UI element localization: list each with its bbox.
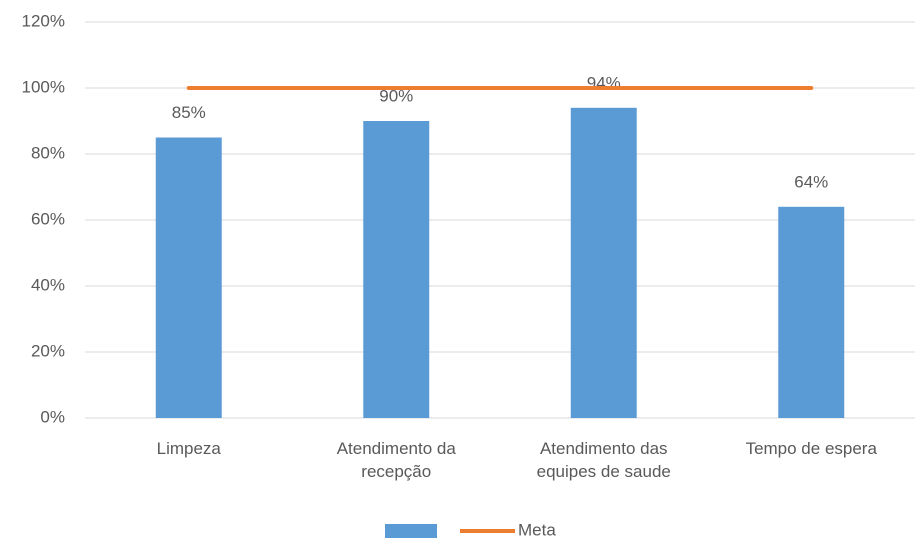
y-tick-label: 80% bbox=[31, 143, 65, 162]
y-tick-label: 100% bbox=[22, 77, 65, 96]
bar bbox=[778, 206, 845, 418]
bar bbox=[363, 121, 430, 418]
data-label: 90% bbox=[379, 86, 413, 105]
legend-label: Meta bbox=[518, 520, 556, 539]
bar bbox=[155, 137, 222, 418]
y-tick-label: 40% bbox=[31, 275, 65, 294]
y-tick-label: 60% bbox=[31, 209, 65, 228]
y-tick-label: 120% bbox=[22, 11, 65, 30]
y-tick-label: 0% bbox=[40, 407, 65, 426]
data-label: 85% bbox=[172, 103, 206, 122]
bar bbox=[570, 107, 637, 419]
x-tick-label: Atendimento da recepção bbox=[336, 439, 456, 481]
x-tick-label: Atendimento das equipes de saude bbox=[536, 439, 671, 481]
x-tick-label: Tempo de espera bbox=[745, 439, 877, 458]
x-tick-label: Limpeza bbox=[156, 439, 221, 458]
legend-swatch bbox=[385, 524, 437, 538]
y-tick-label: 20% bbox=[31, 341, 65, 360]
data-label: 64% bbox=[794, 172, 828, 191]
